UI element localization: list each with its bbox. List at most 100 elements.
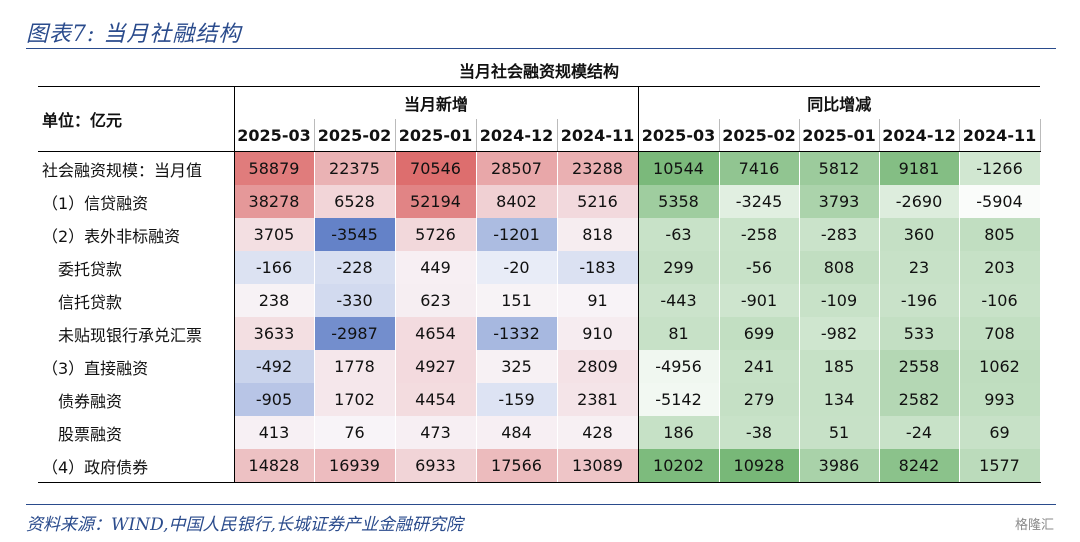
cell-yoy: 533 (879, 317, 960, 350)
column-header: 2025-03 (234, 119, 315, 152)
cell-yoy: 708 (959, 317, 1041, 350)
cell-yoy: -4956 (638, 350, 720, 383)
cell-yoy: -982 (799, 317, 880, 350)
cell-new: -2987 (314, 317, 396, 350)
cell-new: -166 (234, 251, 315, 284)
table-row: 委托贷款 -166 -228 449 -20 -183 299 -56 808 23 203 (38, 251, 1041, 284)
row-label: （2）表外非标融资 (38, 218, 235, 251)
column-header: 2024-12 (476, 119, 558, 152)
cell-yoy: 2582 (879, 383, 960, 416)
cell-new: -3545 (314, 218, 396, 251)
cell-new: 3633 (234, 317, 315, 350)
table-row: 债券融资 -905 1702 4454 -159 2381 -5142 279 134 2582 9… (38, 383, 1041, 416)
row-label: （3）直接融资 (38, 350, 235, 383)
cell-new: 38278 (234, 185, 315, 218)
cell-new: 238 (234, 284, 315, 317)
cell-new: 413 (234, 416, 315, 449)
table-row: 信托贷款 238 -330 623 151 91 -443 -901 -109 -196 -106 (38, 284, 1041, 317)
cell-yoy: -3245 (719, 185, 800, 218)
group-header-yoy: 同比增减 (807, 95, 872, 114)
cell-new: 52194 (395, 185, 477, 218)
column-header: 2025-02 (314, 119, 396, 152)
cell-yoy: 134 (799, 383, 880, 416)
cell-new: -159 (476, 383, 558, 416)
cell-new: 910 (557, 317, 639, 350)
cell-new: 484 (476, 416, 558, 449)
cell-yoy: -258 (719, 218, 800, 251)
cell-yoy: -443 (638, 284, 720, 317)
cell-new: 13089 (557, 449, 639, 483)
cell-new: 428 (557, 416, 639, 449)
cell-yoy: -196 (879, 284, 960, 317)
cell-yoy: -2690 (879, 185, 960, 218)
column-header: 2025-02 (719, 119, 800, 152)
bottom-rule (26, 504, 1056, 505)
cell-new: 449 (395, 251, 477, 284)
cell-yoy: 203 (959, 251, 1041, 284)
cell-new: 8402 (476, 185, 558, 218)
cell-yoy: 51 (799, 416, 880, 449)
cell-new: 1702 (314, 383, 396, 416)
cell-yoy: 2558 (879, 350, 960, 383)
cell-yoy: -5904 (959, 185, 1041, 218)
cell-yoy: 279 (719, 383, 800, 416)
cell-yoy: -283 (799, 218, 880, 251)
cell-new: 4927 (395, 350, 477, 383)
cell-new: -330 (314, 284, 396, 317)
cell-new: 473 (395, 416, 477, 449)
cell-yoy: 699 (719, 317, 800, 350)
cell-yoy: -56 (719, 251, 800, 284)
cell-new: -183 (557, 251, 639, 284)
cell-new: -228 (314, 251, 396, 284)
cell-new: 76 (314, 416, 396, 449)
cell-new: 5216 (557, 185, 639, 218)
cell-yoy: 10202 (638, 449, 720, 483)
cell-yoy: 241 (719, 350, 800, 383)
table-row: （1）信贷融资 38278 6528 52194 8402 5216 5358 -3245 37… (38, 185, 1041, 218)
cell-yoy: 993 (959, 383, 1041, 416)
cell-new: 6528 (314, 185, 396, 218)
column-header: 2024-12 (879, 119, 960, 152)
cell-yoy: 808 (799, 251, 880, 284)
cell-new: 325 (476, 350, 558, 383)
cell-yoy: -109 (799, 284, 880, 317)
source-note: 资料来源：WIND,中国人民银行,长城证券产业金融研究院 (26, 515, 463, 535)
cell-new: -20 (476, 251, 558, 284)
cell-new: 22375 (314, 151, 396, 185)
row-label: 未贴现银行承兑汇票 (38, 317, 235, 350)
row-label: 社会融资规模：当月值 (38, 151, 235, 185)
cell-yoy: 7416 (719, 151, 800, 185)
cell-yoy: -24 (879, 416, 960, 449)
cell-yoy: -901 (719, 284, 800, 317)
cell-new: 14828 (234, 449, 315, 483)
cell-new: 17566 (476, 449, 558, 483)
cell-yoy: 10544 (638, 151, 720, 185)
cell-new: 151 (476, 284, 558, 317)
cell-yoy: 5812 (799, 151, 880, 185)
cell-new: 4454 (395, 383, 477, 416)
cell-new: 91 (557, 284, 639, 317)
top-rule (26, 48, 1056, 49)
column-header: 2024-11 (557, 119, 639, 152)
cell-yoy: 1062 (959, 350, 1041, 383)
row-label: 委托贷款 (38, 251, 235, 284)
cell-yoy: 1577 (959, 449, 1041, 483)
cell-new: 3705 (234, 218, 315, 251)
cell-yoy: 805 (959, 218, 1041, 251)
column-header: 2024-11 (959, 119, 1041, 152)
cell-yoy: 23 (879, 251, 960, 284)
column-header: 2025-01 (395, 119, 477, 152)
unit-label: 单位：亿元 (38, 86, 235, 152)
cell-yoy: -38 (719, 416, 800, 449)
cell-yoy: 3986 (799, 449, 880, 483)
cell-yoy: 185 (799, 350, 880, 383)
cell-new: 58879 (234, 151, 315, 185)
table-title: 当月社会融资规模结构 (38, 53, 1040, 87)
cell-new: 5726 (395, 218, 477, 251)
cell-new: 28507 (476, 151, 558, 185)
table-row: （3）直接融资 -492 1778 4927 325 2809 -4956 241 185 255… (38, 350, 1041, 383)
cell-new: -492 (234, 350, 315, 383)
row-label: 股票融资 (38, 416, 235, 449)
cell-new: 1778 (314, 350, 396, 383)
cell-new: 818 (557, 218, 639, 251)
